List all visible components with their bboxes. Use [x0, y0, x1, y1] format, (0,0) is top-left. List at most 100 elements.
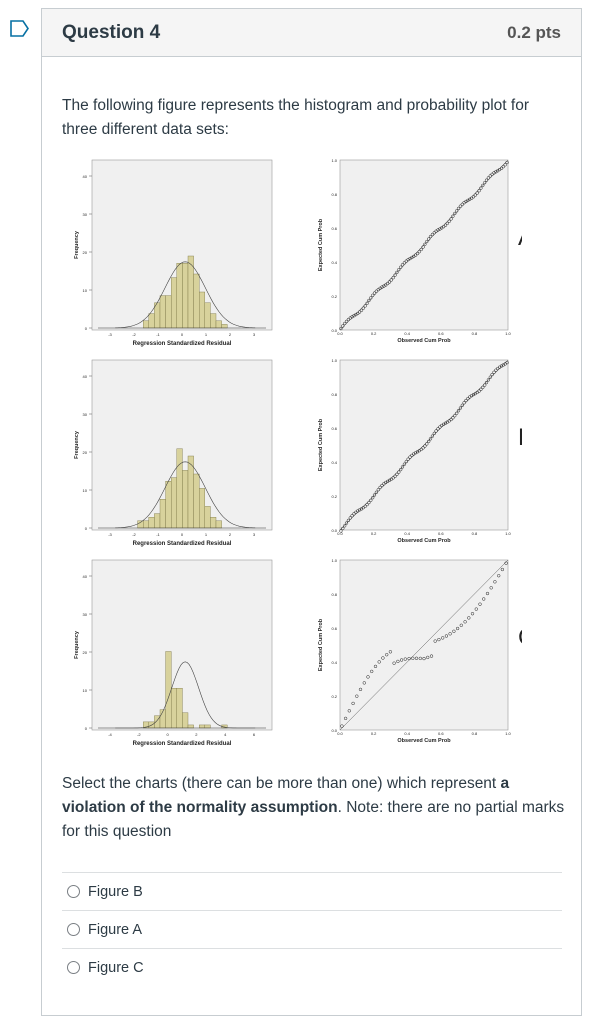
pplot-point — [378, 485, 382, 490]
pplot-point — [479, 186, 483, 190]
pplot-ytick: 0.8 — [331, 592, 337, 597]
histogram-xlabel: Regression Standardized Residual — [133, 541, 232, 547]
pplot-point — [403, 657, 407, 661]
pplot-point — [370, 669, 374, 674]
pplot-point — [419, 247, 423, 252]
pplot-ytick: 0.4 — [331, 460, 337, 465]
answer-label: Figure B — [88, 883, 143, 900]
answer-option-figure-c[interactable]: Figure C — [62, 948, 562, 986]
pplot-point — [354, 312, 358, 317]
question-figure: 0 10 20 30 40 -3 -2 -1 0 1 2 3 Regression Standardiz… — [62, 155, 522, 775]
histogram-xlabel: Regression Standardized Residual — [133, 341, 232, 347]
pplot-xtick: 0.4 — [404, 531, 410, 536]
pplot-point — [443, 223, 448, 227]
pplot-point — [399, 658, 404, 662]
pplot-point — [369, 296, 373, 300]
pplot-point — [410, 255, 414, 260]
pplot-point — [427, 237, 431, 241]
pplot-point — [411, 656, 415, 660]
pplot-point — [474, 607, 478, 611]
answer-option-figure-a[interactable]: Figure A — [62, 910, 562, 948]
pplot-point — [473, 193, 477, 197]
question-points: 0.2 pts — [507, 22, 561, 42]
radio-button[interactable] — [67, 961, 80, 974]
pplot-xtick: 0.0 — [337, 731, 343, 736]
pplot-point — [423, 242, 427, 246]
histogram-ytick: 0 — [85, 526, 88, 531]
pplot-point — [453, 211, 457, 216]
answer-option-figure-b[interactable]: Figure B — [62, 872, 562, 910]
pplot-ytick: 1.0 — [331, 158, 337, 163]
pplot-point — [341, 526, 345, 531]
radio-button[interactable] — [67, 923, 80, 936]
pplot-point — [458, 406, 463, 410]
flag-question-icon[interactable] — [10, 20, 30, 37]
pplot-ytick: 0.0 — [331, 328, 337, 333]
pplot-point — [341, 324, 345, 328]
pplot-xtick: 0.2 — [371, 331, 377, 336]
normal-curve — [115, 661, 256, 729]
pplot-point — [339, 326, 343, 331]
histogram-bar — [204, 506, 211, 529]
histogram-bar — [187, 455, 194, 529]
pplot-point — [404, 459, 408, 464]
pplot-point — [445, 221, 449, 226]
histogram-xtick: 2 — [229, 332, 232, 337]
answer-label: Figure C — [88, 959, 144, 976]
pplot-ytick: 0.0 — [331, 528, 337, 533]
pplot-point — [343, 321, 347, 326]
histogram-bar — [210, 517, 217, 529]
histogram-bar — [142, 520, 149, 529]
histogram-bar — [198, 724, 205, 729]
pplot-point — [467, 616, 471, 620]
histogram-ytick: 0 — [85, 326, 88, 331]
pplot-ylabel: Expected Cum Prob — [318, 218, 324, 271]
pplot-point — [413, 451, 418, 455]
pplot-point — [372, 291, 377, 295]
pplot-point — [453, 414, 457, 418]
pplot-point — [392, 661, 396, 665]
histogram-bar — [159, 295, 166, 329]
pplot-point — [499, 364, 504, 368]
pplot-point — [456, 409, 461, 413]
histogram-xtick: -2 — [132, 532, 136, 537]
histogram-ytick: 20 — [83, 450, 88, 455]
histogram-bar — [176, 448, 183, 529]
pplot-point — [489, 586, 493, 590]
histogram-ytick: 30 — [83, 212, 88, 217]
histogram-bar — [165, 481, 172, 529]
pplot-point — [359, 308, 364, 312]
pplot-point — [455, 626, 460, 631]
pplot-point — [367, 500, 371, 505]
pplot-point — [385, 281, 390, 286]
pplot-point — [484, 380, 489, 385]
histogram-xtick: -2 — [132, 332, 136, 337]
pplot-point — [385, 653, 389, 657]
histogram-xtick: -1 — [156, 332, 160, 337]
pplot-point — [397, 268, 401, 272]
pplot-ytick: 0.8 — [331, 192, 337, 197]
pplot-point — [505, 360, 509, 365]
pplot-point — [425, 442, 429, 446]
radio-button[interactable] — [67, 885, 80, 898]
pplot-xtick: 0.4 — [404, 731, 410, 736]
histogram-bar — [210, 313, 217, 329]
pplot-point — [348, 516, 352, 520]
histogram-xtick: 6 — [253, 732, 256, 737]
histogram-bar — [215, 520, 222, 529]
pplot-ytick: 0.4 — [331, 660, 337, 665]
pplot-point — [339, 529, 343, 533]
pplot-point — [376, 488, 380, 492]
pplot-point — [417, 250, 421, 254]
pplot-point — [428, 437, 433, 441]
pplot-xtick: 0.0 — [337, 531, 343, 536]
histogram-bar — [137, 520, 144, 529]
pplot-point — [400, 465, 405, 469]
histogram-ytick: 10 — [83, 288, 88, 293]
pplot-point — [402, 462, 407, 466]
pplot-xlabel: Observed Cum Prob — [397, 538, 451, 544]
pplot-ytick: 0.6 — [331, 426, 337, 431]
pplot-point — [433, 639, 437, 643]
histogram-bar — [204, 724, 211, 729]
pplot-point — [377, 660, 381, 664]
